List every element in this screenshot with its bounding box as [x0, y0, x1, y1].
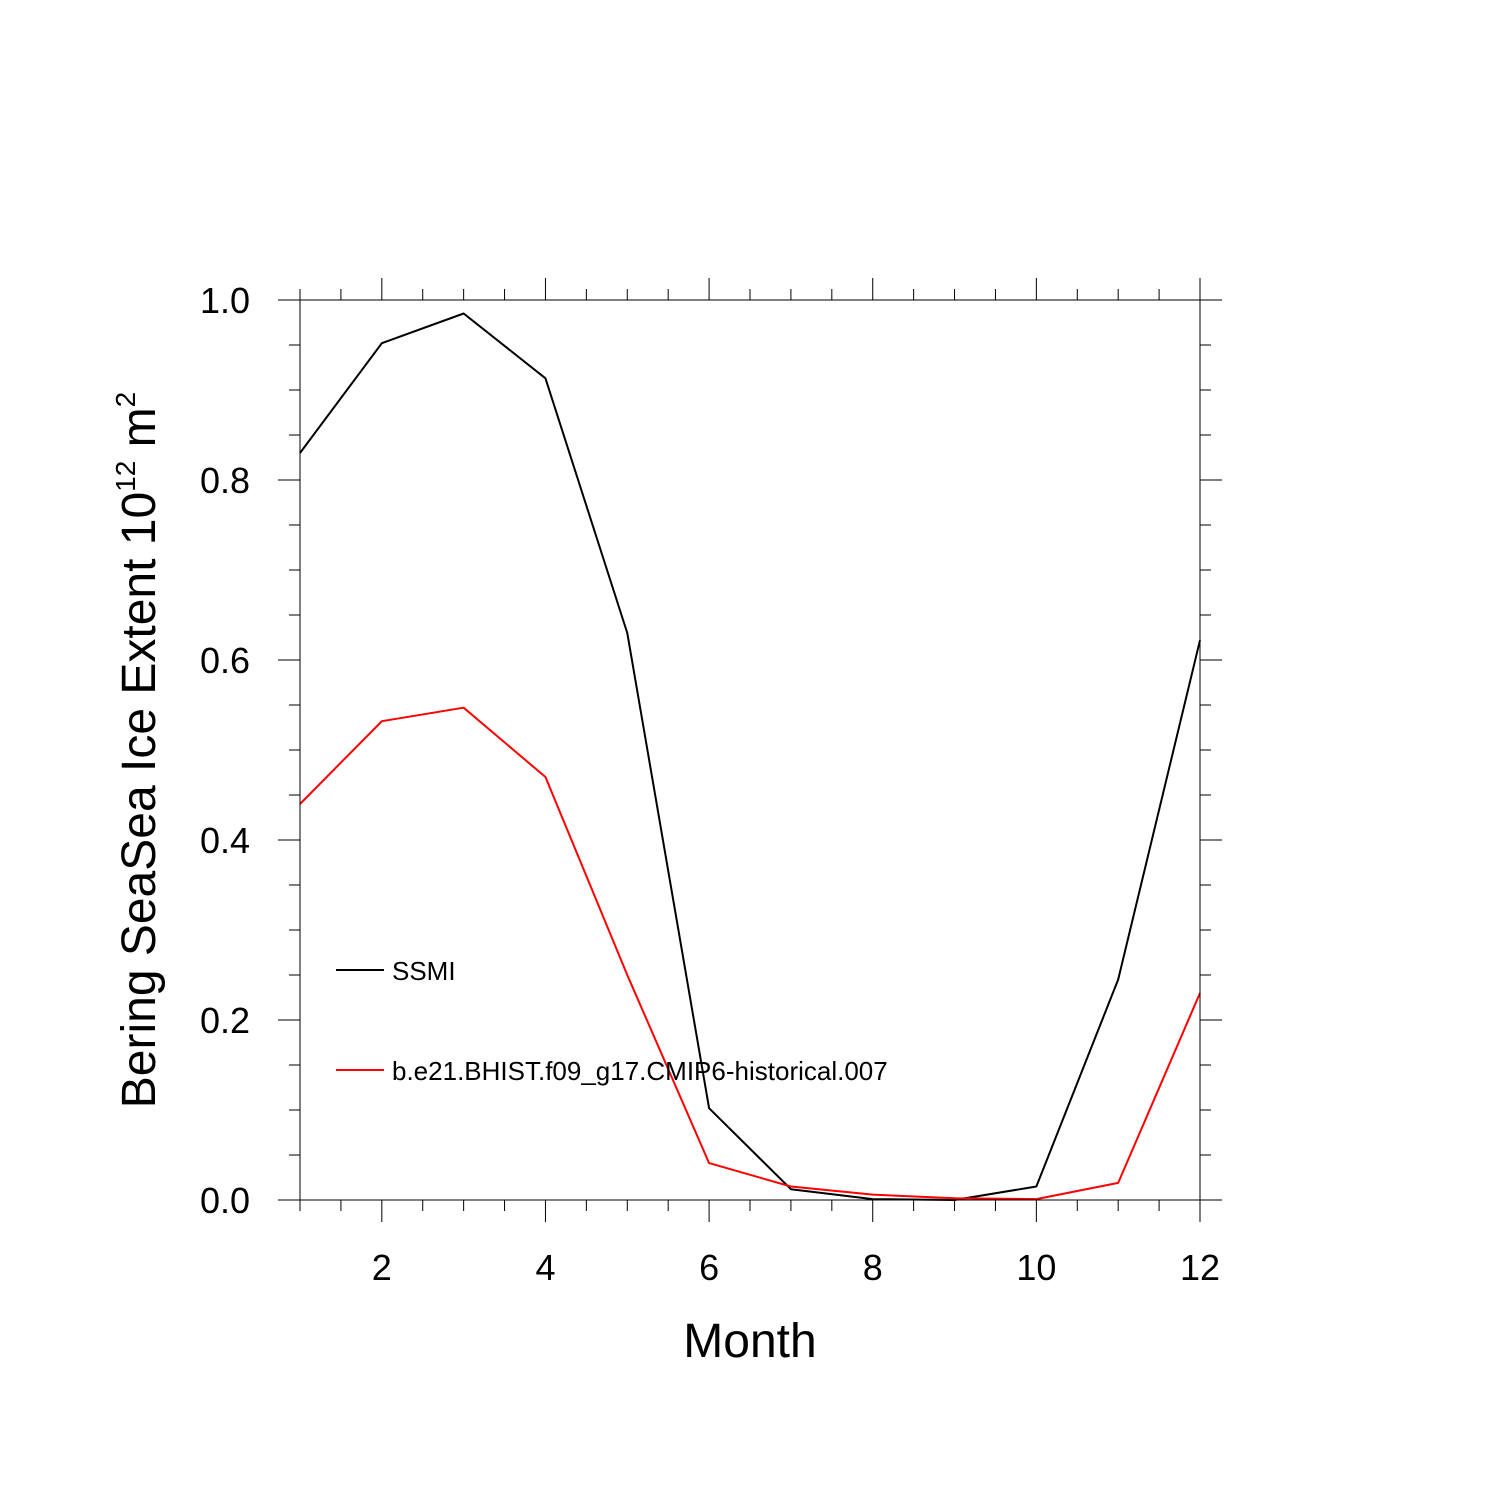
y-tick-label: 0.4	[200, 820, 250, 861]
y-axis-title: Bering SeaSea Ice Extent 1012 m2	[110, 392, 166, 1108]
y-axis-title-unit-exponent: 2	[110, 392, 141, 408]
legend-label: SSMI	[392, 956, 456, 986]
series-line-1	[299, 312, 1201, 1201]
x-tick-label: 12	[1180, 1247, 1220, 1288]
x-tick-label: 6	[699, 1247, 719, 1288]
y-tick-label: 0.2	[200, 1000, 250, 1041]
tick-labels: 2 4 6 8 10 12 0.0 0.2 0.4 0.6 0.8 1.0	[200, 280, 1220, 1288]
y-axis-title-main: Bering SeaSea Ice Extent 10	[113, 492, 166, 1108]
y-axis-title-unit: m	[113, 407, 166, 460]
y-axis-title-exponent: 12	[110, 461, 141, 492]
plot-frame	[299, 299, 1201, 1201]
x-tick-label: 4	[535, 1247, 555, 1288]
y-tick-label: 1.0	[200, 280, 250, 321]
x-axis-title: Month	[683, 1315, 816, 1368]
x-tick-label: 2	[372, 1247, 392, 1288]
x-tick-label: 10	[1016, 1247, 1056, 1288]
legend: SSMI b.e21.BHIST.f09_g17.CMIP6-historical…	[336, 956, 888, 1086]
legend-label: b.e21.BHIST.f09_g17.CMIP6-historical.007	[392, 1056, 888, 1086]
y-tick-label: 0.6	[200, 640, 250, 681]
axis-ticks	[278, 278, 1222, 1222]
y-tick-label: 0.8	[200, 460, 250, 501]
x-tick-label: 8	[863, 1247, 883, 1288]
series-line-2	[299, 706, 1201, 1201]
series-lines	[299, 312, 1201, 1201]
y-tick-label: 0.0	[200, 1180, 250, 1221]
